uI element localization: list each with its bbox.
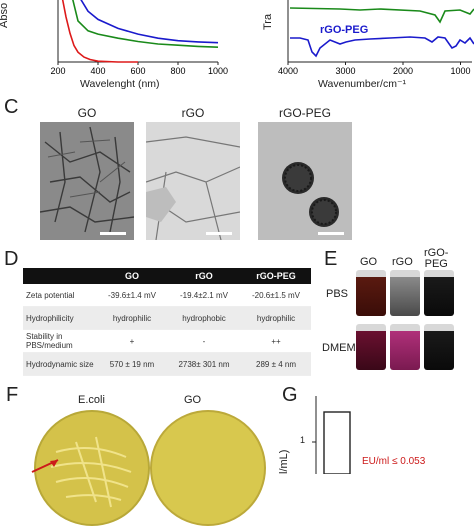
vial-rgo-pbs [390, 270, 420, 316]
uv-axis-line [57, 0, 218, 63]
uv-series-2 [61, 0, 138, 63]
ftir-series-label: rGO-PEG [320, 24, 369, 36]
uv-series-0 [80, 0, 219, 44]
ftir-xlabel: Wavenumber/cm⁻¹ [318, 78, 407, 90]
panel-label-c: C [4, 96, 19, 118]
table-cell: hydrophilic [97, 306, 167, 330]
table-cell: Hydrophilicity [23, 306, 97, 330]
table-row: Stability in PBS/medium + - ++ [23, 329, 311, 353]
panel-c-title-rgo-peg: rGO-PEG [278, 106, 331, 120]
arrow-icon [30, 456, 70, 474]
vial-go-dmem [356, 324, 386, 370]
tem-image-go [40, 122, 134, 240]
ftir-series-green [289, 7, 474, 24]
g-annotation: EU/ml ≤ 0.053 [362, 456, 426, 467]
x-tick-label: 1000 [208, 66, 228, 76]
ftir-ylabel: Tra [262, 13, 274, 30]
plate-label-ecoli: E.coli [78, 394, 105, 406]
panel-label-f: F [6, 384, 19, 406]
uv-ylabel: Abso [0, 2, 10, 28]
scale-bar [206, 232, 232, 235]
vial-col-rgo: rGO [392, 256, 413, 268]
table-header: GO [97, 268, 167, 284]
ftir-chart: 4000 3000 2000 1000 [278, 0, 474, 76]
properties-table: GO rGO rGO-PEG Zeta potential -39.6±1.4 … [23, 268, 311, 376]
table-cell: Zeta potential [23, 284, 97, 307]
vial-col-rgo-peg: rGO- PEG [424, 247, 449, 270]
plate-label-go: GO [184, 394, 202, 406]
table-header [23, 268, 97, 284]
x-tick-label: 200 [50, 66, 65, 76]
table-row: Zeta potential -39.6±1.4 mV -19.4±2.1 mV… [23, 284, 311, 307]
table-cell: hydrophilic [241, 306, 311, 330]
panel-label-g: G [282, 384, 298, 406]
tem-image-rgo-peg [258, 122, 352, 240]
scale-bar [100, 232, 126, 235]
x-tick-label: 800 [170, 66, 185, 76]
uv-xlabel: Wavelenght (nm) [80, 78, 160, 90]
table-row: Hydrophilicity hydrophilic hydrophobic h… [23, 306, 311, 330]
endotoxin-chart [312, 396, 351, 474]
vial-row-pbs: PBS [326, 288, 349, 300]
x-tick-label: 3000 [335, 66, 355, 76]
panel-c-title-rgo: rGO [181, 106, 205, 120]
vial-rgopeg-dmem [424, 324, 454, 370]
tem-image-rgo [146, 122, 240, 240]
panel-label-d: D [4, 248, 19, 270]
vial-row-dmem: DMEM [322, 342, 356, 354]
table-header: rGO [166, 268, 241, 284]
table-row: Hydrodynamic size 570 ± 19 nm 2738± 301 … [23, 352, 311, 376]
endotoxin-bar [323, 411, 351, 474]
table-cell: -39.6±1.4 mV [97, 284, 167, 307]
table-cell: -19.4±2.1 mV [166, 284, 241, 307]
table-cell: ++ [241, 329, 311, 353]
g-ytick: 1 [300, 435, 306, 445]
table-cell: + [97, 329, 167, 353]
x-tick-label: 2000 [393, 66, 413, 76]
table-cell: 2738± 301 nm [166, 352, 241, 376]
g-ylabel: l/mL) [278, 449, 290, 474]
x-tick-label: 4000 [278, 66, 298, 76]
vial-col-go: GO [360, 256, 378, 268]
vial-go-pbs [356, 270, 386, 316]
vial-rgo-dmem [390, 324, 420, 370]
x-tick-label: 400 [90, 66, 105, 76]
table-cell: 570 ± 19 nm [97, 352, 167, 376]
table-cell: Stability in PBS/medium [23, 329, 97, 353]
x-tick-label: 1000 [450, 66, 470, 76]
table-header: rGO-PEG [241, 268, 311, 284]
x-tick-label: 600 [130, 66, 145, 76]
table-cell: Hydrodynamic size [23, 352, 97, 376]
vial-rgopeg-pbs [424, 270, 454, 316]
panel-c-title-go: GO [77, 106, 97, 120]
table-cell: - [166, 329, 241, 353]
uv-series-1 [72, 0, 219, 48]
table-cell: -20.6±1.5 mV [241, 284, 311, 307]
table-cell: hydrophobic [166, 306, 241, 330]
ftir-series-blue [290, 36, 474, 58]
panel-label-e: E [324, 248, 338, 270]
agar-plate-go [150, 410, 266, 526]
table-cell: 289 ± 4 nm [241, 352, 311, 376]
uv-vis-chart: 200 400 600 800 1000 [50, 0, 228, 76]
scale-bar [318, 232, 344, 235]
